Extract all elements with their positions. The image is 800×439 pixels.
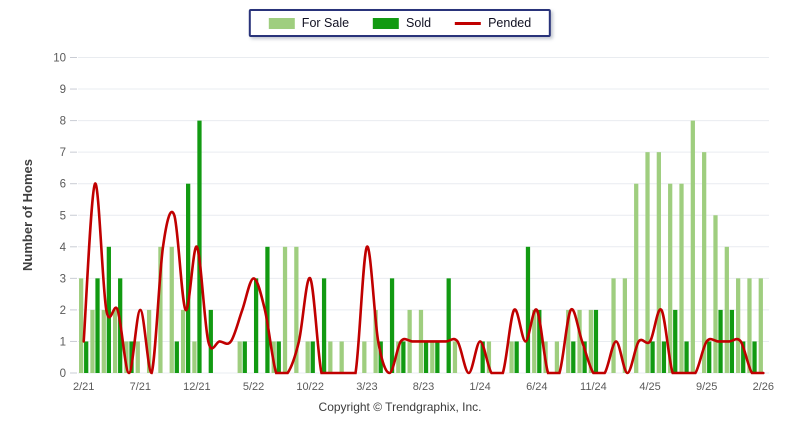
copyright-text: Copyright © Trendgraphix, Inc. bbox=[318, 400, 482, 414]
sold-legend-label: Sold bbox=[406, 16, 432, 30]
for-sale-bars bbox=[79, 120, 763, 373]
svg-text:0: 0 bbox=[60, 368, 66, 380]
legend-item-pended: Pended bbox=[455, 16, 531, 30]
svg-text:8/23: 8/23 bbox=[413, 381, 434, 393]
svg-text:8: 8 bbox=[60, 116, 66, 128]
x-axis-labels: 2/21 7/21 12/21 5/22 10/22 3/23 8/23 1/24 6/24 11… bbox=[73, 381, 774, 393]
svg-text:6/24: 6/24 bbox=[526, 381, 547, 393]
svg-text:9/25: 9/25 bbox=[696, 381, 717, 393]
svg-text:10/22: 10/22 bbox=[296, 381, 324, 393]
svg-text:10: 10 bbox=[53, 53, 66, 65]
for-sale-legend-label: For Sale bbox=[301, 16, 350, 30]
svg-text:6: 6 bbox=[60, 179, 66, 191]
svg-text:5/22: 5/22 bbox=[243, 381, 264, 393]
sold-swatch-icon bbox=[373, 17, 400, 29]
svg-text:7: 7 bbox=[60, 147, 66, 159]
legend-item-sold: Sold bbox=[373, 16, 431, 30]
svg-text:2/21: 2/21 bbox=[73, 381, 94, 393]
svg-text:1/24: 1/24 bbox=[469, 381, 490, 393]
svg-text:7/21: 7/21 bbox=[130, 381, 151, 393]
for-sale-swatch-icon bbox=[268, 17, 295, 29]
svg-text:3/23: 3/23 bbox=[356, 381, 377, 393]
svg-text:2: 2 bbox=[60, 305, 66, 317]
legend-item-for-sale: For Sale bbox=[268, 16, 350, 30]
svg-text:9: 9 bbox=[60, 84, 66, 96]
svg-text:4/25: 4/25 bbox=[639, 381, 660, 393]
svg-text:4: 4 bbox=[60, 242, 67, 254]
svg-text:5: 5 bbox=[60, 210, 66, 222]
svg-text:1: 1 bbox=[60, 336, 66, 348]
svg-text:11/24: 11/24 bbox=[580, 381, 607, 393]
legend: For Sale Sold Pended bbox=[248, 9, 552, 37]
svg-text:2/26: 2/26 bbox=[753, 381, 774, 393]
y-axis-labels: 0 1 2 3 4 5 6 7 8 9 10 bbox=[53, 53, 66, 381]
pended-line-swatch-icon bbox=[455, 21, 482, 25]
pended-legend-label: Pended bbox=[488, 16, 532, 30]
svg-text:3: 3 bbox=[60, 273, 66, 285]
svg-text:12/21: 12/21 bbox=[183, 381, 211, 393]
pended-line bbox=[82, 182, 765, 375]
